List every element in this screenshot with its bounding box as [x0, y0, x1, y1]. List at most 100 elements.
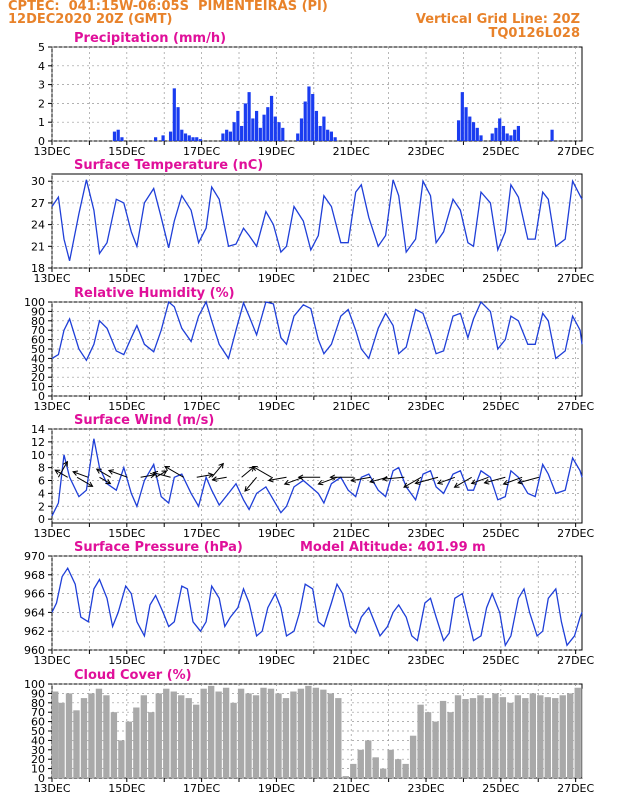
x-tick-label: 17DEC: [183, 272, 220, 285]
x-tick-label: 21DEC: [333, 400, 370, 413]
cloud-bar: [357, 749, 364, 778]
wind-arrow-head: [207, 472, 214, 478]
x-tick-label: 21DEC: [333, 145, 370, 158]
wind-arrow-head: [95, 468, 102, 474]
y-tick-label: 24: [31, 219, 45, 232]
precip-bar: [494, 127, 498, 141]
x-tick-label: 17DEC: [183, 782, 220, 795]
precip-bar: [232, 122, 236, 141]
model-code: TQ0126L028: [488, 26, 580, 41]
x-tick-label: 15DEC: [108, 272, 145, 285]
precip-bar: [281, 127, 285, 141]
cloud-bar: [424, 712, 432, 778]
wind-arrow: [415, 476, 439, 484]
x-tick-label: 27DEC: [557, 272, 594, 285]
plot-frame: [51, 428, 583, 524]
x-tick-label: 27DEC: [557, 527, 594, 540]
cloud-bar: [237, 688, 245, 778]
x-tick-label: 23DEC: [407, 272, 444, 285]
cloud-bar: [462, 699, 469, 778]
wind-arrow: [76, 476, 93, 487]
x-tick-label: 21DEC: [333, 272, 370, 285]
panel-title: Surface Temperature (nC): [74, 158, 263, 173]
wind-arrow: [72, 471, 89, 478]
precip-bar: [490, 133, 494, 141]
precip-bar: [333, 137, 337, 141]
wind-arrow-head: [329, 474, 336, 481]
y-tick-label: 90: [31, 687, 45, 700]
x-tick-label: 19DEC: [258, 654, 295, 667]
panel-title: Cloud Cover (%): [74, 668, 192, 683]
x-tick-label: 13DEC: [33, 400, 70, 413]
wind-arrow-head: [470, 479, 477, 485]
x-tick-label: 21DEC: [333, 527, 370, 540]
wind-arrow-head: [164, 465, 171, 472]
y-tick-label: 30: [31, 362, 45, 375]
plot-frame: [51, 173, 583, 269]
cloud-bar: [312, 687, 320, 778]
x-tick-label: 19DEC: [258, 782, 295, 795]
cloud-bar: [469, 698, 477, 778]
cloud-bar: [52, 691, 59, 778]
precip-bar: [307, 86, 311, 141]
panel-precipitation-mm-h: 0 1 2 3 4 5 13DEC 15DEC 17DEC 19DEC 21DEC 23DEC 25DE…: [33, 31, 594, 158]
wind-arrow-head: [414, 479, 421, 485]
precip-bar: [198, 139, 203, 141]
series-line: [51, 179, 583, 261]
wind-arrow: [96, 468, 111, 478]
precip-bar: [314, 110, 319, 141]
cloud-bar: [133, 707, 140, 778]
cloud-bar: [335, 698, 342, 778]
x-tick-label: 23DEC: [407, 400, 444, 413]
wind-arrow-head: [350, 477, 357, 483]
wind-arrow: [196, 473, 213, 478]
wind-arrow-head: [453, 482, 460, 488]
precip-bar: [258, 127, 262, 141]
cloud-bar: [125, 721, 133, 778]
precip-bar: [191, 137, 195, 141]
grid-note: Vertical Grid Line: 20Z: [415, 12, 580, 27]
cloud-bar: [417, 704, 424, 778]
cloud-bar: [103, 695, 110, 778]
y-tick-label: 6: [38, 475, 45, 488]
y-tick-label: 964: [24, 606, 45, 619]
precip-bar: [322, 116, 326, 141]
wind-arrow: [517, 476, 540, 484]
y-tick-label: 962: [24, 625, 45, 638]
y-tick-label: 60: [31, 716, 45, 729]
x-tick-label: 19DEC: [258, 272, 295, 285]
station-title: CPTEC: 041:15W-06:05S PIMENTEIRAS (PI): [8, 0, 328, 14]
x-tick-label: 15DEC: [108, 654, 145, 667]
cloud-bar: [559, 695, 566, 778]
cloud-bar: [193, 704, 200, 778]
precip-bar: [154, 137, 158, 141]
precip-bar: [471, 122, 476, 141]
cloud-bar: [252, 695, 260, 778]
precip-bar: [251, 118, 255, 141]
cloud-bar: [245, 693, 252, 778]
series-line: [51, 300, 583, 362]
x-tick-label: 19DEC: [258, 400, 295, 413]
wind-arrow-head: [72, 470, 79, 476]
wind-arrow: [153, 472, 171, 478]
wind-arrow: [241, 466, 255, 478]
wind-arrow: [318, 476, 338, 485]
y-tick-label: 80: [31, 315, 45, 328]
x-tick-label: 13DEC: [33, 145, 70, 158]
cloud-bar: [140, 695, 148, 778]
wind-arrow-head: [403, 482, 410, 488]
cloud-bar: [58, 702, 65, 778]
precip-bar: [262, 114, 266, 141]
wind-arrow-head: [251, 465, 258, 472]
wind-arrow-head: [62, 460, 68, 467]
wind-arrow-head: [105, 479, 112, 485]
precip-bar: [468, 116, 472, 141]
x-tick-label: 23DEC: [407, 145, 444, 158]
precip-bar: [266, 107, 270, 141]
wind-arrow-head: [87, 481, 94, 487]
cloud-bar: [95, 688, 103, 778]
cloud-bar: [499, 697, 507, 778]
y-tick-label: 100: [24, 296, 45, 309]
precip-bar: [509, 135, 513, 141]
